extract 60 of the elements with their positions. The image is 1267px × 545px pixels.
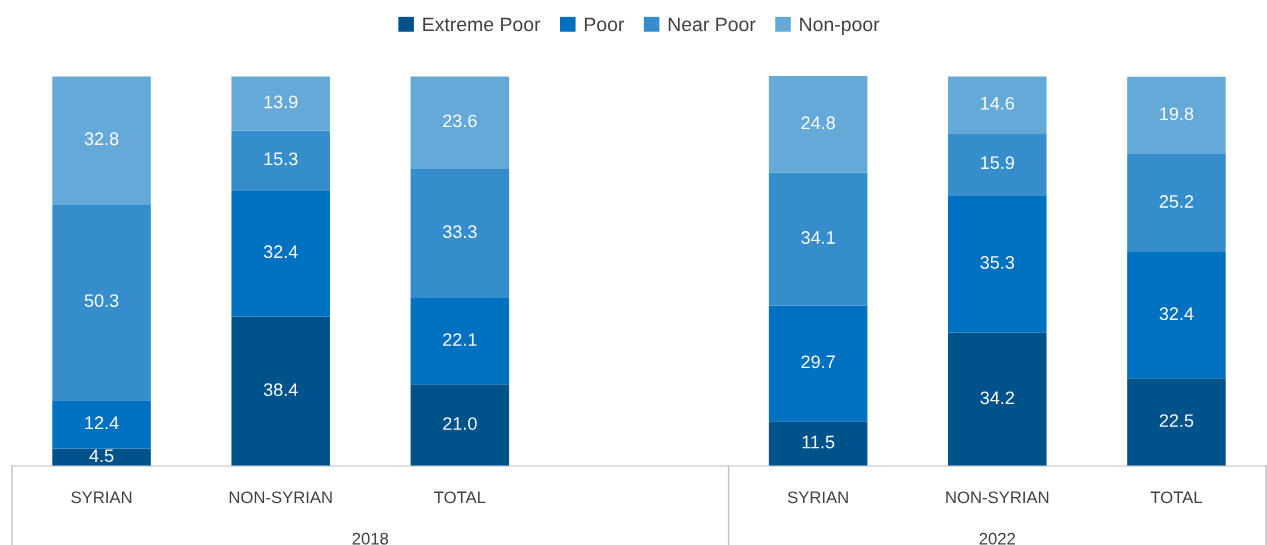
x-tick-label: NON-SYRIAN	[229, 491, 332, 504]
data-label: 22.1	[443, 333, 477, 346]
data-label: 50.3	[84, 294, 119, 308]
data-label: 35.3	[980, 256, 1015, 269]
data-label: 23.6	[443, 114, 477, 128]
data-label: 21.0	[443, 417, 477, 430]
bar	[52, 448, 151, 466]
text: 2022	[979, 532, 1015, 545]
x-tick-label: NON-SYRIAN	[946, 491, 1049, 504]
bar	[768, 76, 868, 173]
bar	[1127, 378, 1226, 466]
bar	[1127, 153, 1226, 253]
bar	[948, 195, 1047, 333]
bar	[231, 190, 330, 317]
bar	[410, 168, 510, 299]
data-label: 29.7	[801, 355, 835, 369]
bar	[52, 76, 151, 205]
bar	[768, 305, 868, 422]
bar	[1127, 252, 1226, 379]
data-label: 12.4	[85, 416, 119, 429]
bar	[231, 130, 330, 191]
bar	[948, 76, 1047, 134]
data-label: 32.4	[263, 245, 298, 259]
data-label: 22.5	[1159, 414, 1194, 428]
x-tick-label: TOTAL	[1150, 491, 1202, 504]
data-label: 25.2	[1159, 195, 1194, 208]
data-label: 34.1	[801, 231, 835, 244]
legend-label: Poor	[584, 17, 625, 32]
bar	[768, 172, 868, 306]
x-tick-label: TOTAL	[434, 491, 486, 504]
legend-label: Non-poor	[800, 17, 880, 36]
bar	[768, 421, 868, 466]
x-tick-label: SYRIAN	[787, 491, 848, 504]
data-label: 15.3	[264, 152, 298, 166]
data-label: 32.8	[84, 132, 119, 146]
data-label: 19.8	[1160, 107, 1194, 121]
data-label: 38.4	[263, 383, 298, 397]
data-label: 4.5	[89, 449, 114, 463]
bar	[52, 400, 151, 449]
bar	[948, 133, 1047, 196]
data-label: 14.6	[981, 96, 1015, 110]
data-label: 24.8	[801, 116, 835, 130]
bar	[1127, 76, 1226, 154]
data-label: 11.5	[802, 435, 835, 449]
data-label: 34.2	[980, 391, 1014, 405]
data-label: 15.9	[981, 156, 1014, 170]
data-label: 32.4	[1159, 307, 1194, 321]
data-label: 33.3	[442, 225, 477, 239]
bar	[948, 332, 1047, 466]
bar	[231, 316, 330, 466]
data-label: 13.9	[264, 95, 298, 109]
text: 2018	[352, 532, 389, 545]
bar	[410, 298, 510, 385]
legend-label: Near Poor	[668, 17, 756, 32]
bar	[410, 384, 510, 466]
bar	[231, 76, 330, 131]
bar	[410, 76, 510, 169]
bar	[52, 204, 151, 401]
legend-label: Extreme Poor	[423, 17, 541, 32]
x-tick-label: SYRIAN	[71, 491, 132, 504]
